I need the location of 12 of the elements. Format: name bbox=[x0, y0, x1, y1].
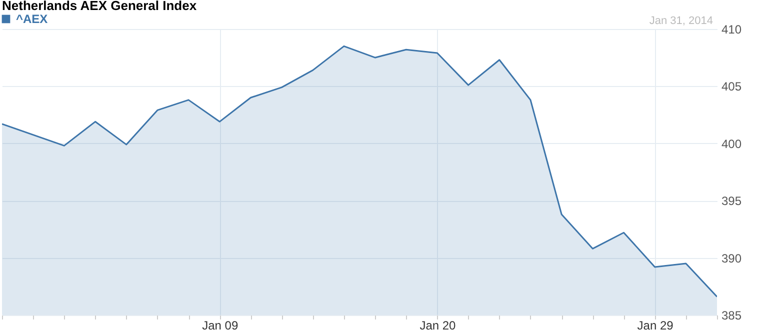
text: Jan 31, 2014 bbox=[649, 15, 713, 27]
y-tick-label: 385 bbox=[722, 308, 742, 322]
y-tick-label: 395 bbox=[722, 194, 742, 208]
y-tick-label: 410 bbox=[722, 22, 742, 36]
x-tick-label: Jan 20 bbox=[420, 318, 456, 332]
x-tick-label: Jan 09 bbox=[202, 318, 238, 332]
x-tick-label: Jan 29 bbox=[637, 318, 674, 332]
y-tick-label: 400 bbox=[722, 136, 742, 151]
y-tick-label: 390 bbox=[722, 251, 742, 266]
y-tick-label: 405 bbox=[722, 80, 742, 94]
legend-label: ^AEX bbox=[16, 12, 48, 26]
chart-title: Netherlands AEX General Index bbox=[2, 0, 198, 13]
